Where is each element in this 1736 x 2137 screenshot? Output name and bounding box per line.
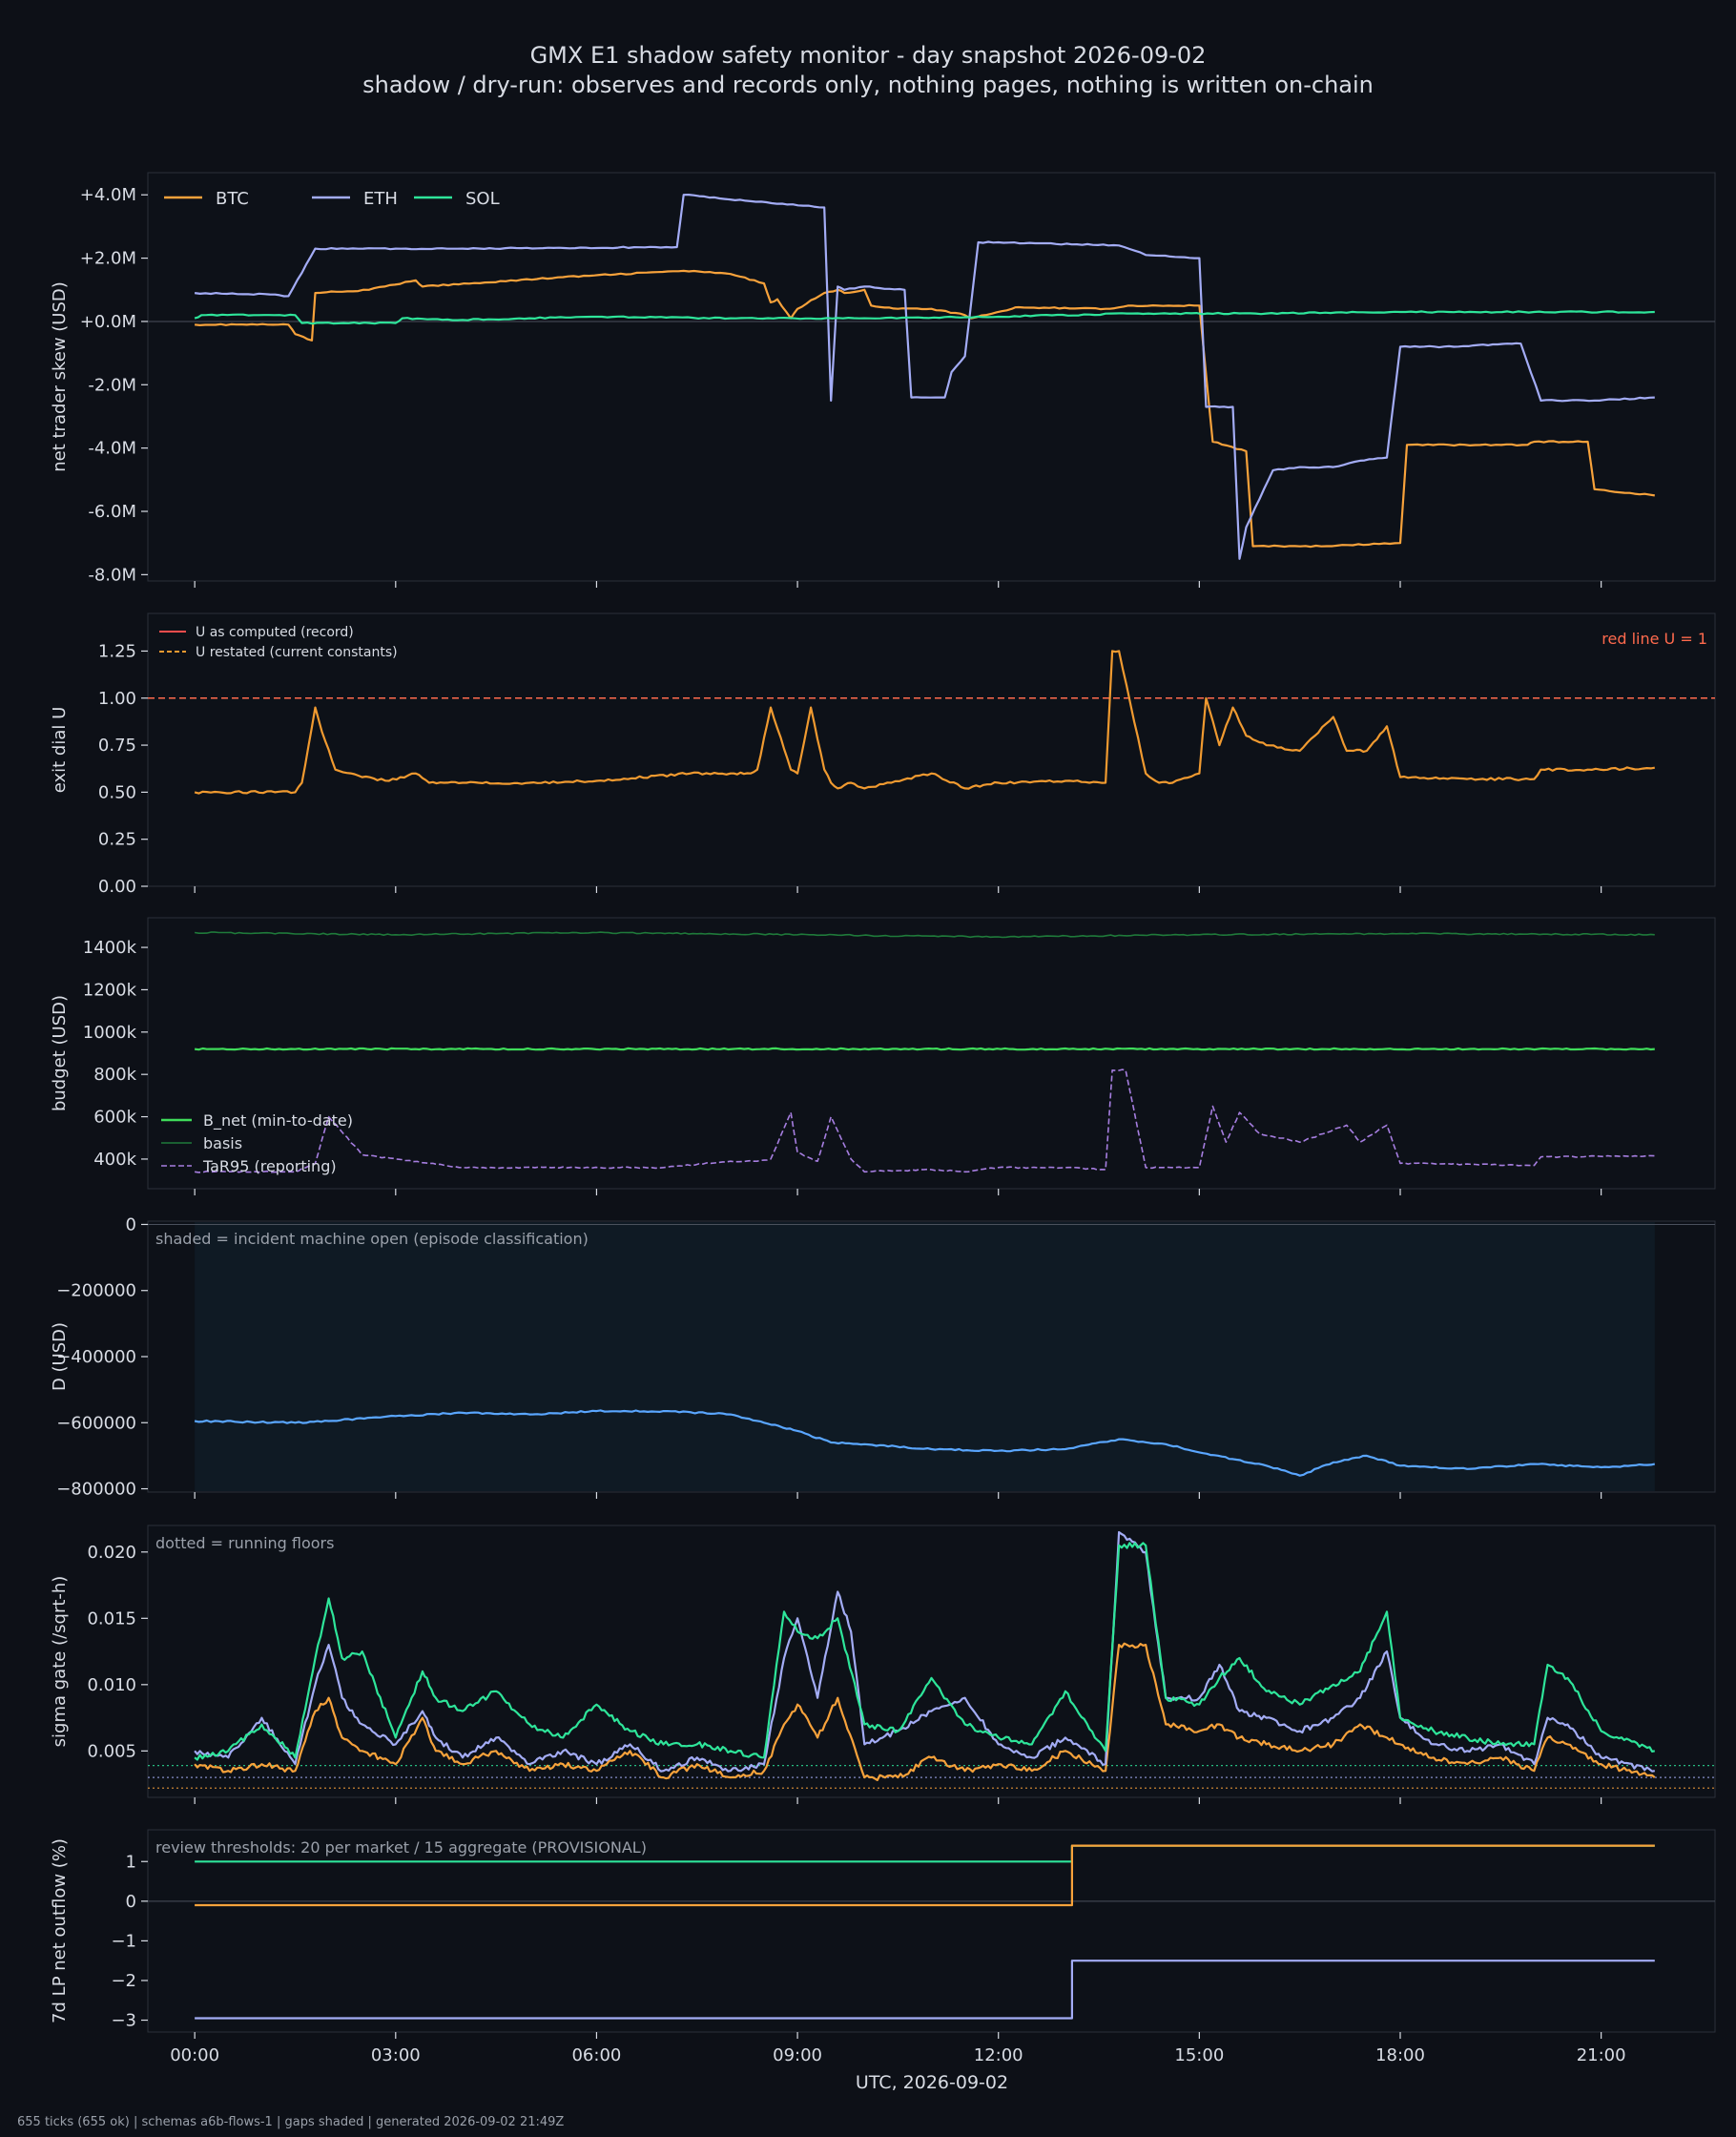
y-tick-label: 1.25 [98,641,136,661]
figure-subtitle: shadow / dry-run: observes and records o… [362,72,1374,98]
y-tick-label: -8.0M [88,565,136,585]
x-tick-label: 18:00 [1375,2045,1425,2065]
y-tick-label: 1200k [83,980,137,1000]
panel-skew: +4.0M +2.0M +0.0M -2.0M -4.0M -6.0M -8.0M net t… [50,172,1716,588]
panel-note: review thresholds: 20 per market / 15 ag… [155,1838,647,1857]
y-axis-label: 7d LP net outflow (%) [50,1838,70,2023]
x-tick-label: 00:00 [170,2045,219,2065]
x-tick-label: 06:00 [571,2045,621,2065]
y-tick-label: −2 [111,1971,136,1991]
legend-label-sol: SOL [465,189,500,209]
y-tick-label: 1400k [83,938,137,958]
panel-d_usd: 0 −200000 −400000 −600000 −800000 D (USD) shad… [50,1214,1716,1500]
y-tick-label: 0.015 [87,1608,136,1629]
y-axis-label: exit dial U [50,707,70,794]
series-line-btc [194,269,1655,549]
series-line-b_net [194,1047,1655,1051]
plot-area [147,172,1716,582]
series-line-sol [194,310,1655,325]
series-line-basis [194,931,1655,939]
panel-u_dial: 1.25 1.00 0.75 0.50 0.25 0.00 exit dial U red l… [50,612,1716,897]
incident-shade [195,1222,1655,1491]
legend-label-u_restated: U restated (current constants) [196,645,398,660]
series-line-u_restated [194,650,1655,795]
y-tick-label: 0.75 [98,736,136,756]
panel-sigma: 0.020 0.015 0.010 0.005 sigma gate (/sqrt-h)… [50,1525,1716,1804]
y-tick-label: 0 [126,1892,136,1912]
y-axis-label: D (USD) [50,1322,70,1391]
red-line-label: red line U = 1 [1602,630,1707,648]
x-tick-label: 12:00 [974,2045,1023,2065]
y-tick-label: 600k [93,1108,136,1128]
y-tick-label: −600000 [56,1413,136,1433]
legend-label-btc: BTC [216,189,249,209]
panel-budget: 1400k 1200k 1000k 800k 600k 400k budget (USD) B… [50,917,1716,1195]
x-tick-label: 21:00 [1577,2045,1626,2065]
legend-label-u_record: U as computed (record) [196,625,354,640]
panel-note: dotted = running floors [155,1534,334,1552]
series-line-sol [194,1542,1656,1761]
series-line-eth [194,194,1655,560]
y-tick-label: −1 [111,1931,136,1951]
panel-lp_outflow: 1 0 −1 −2 −3 7d LP net outflow (%) review thre… [50,1829,1716,2039]
y-tick-label: 0.25 [98,830,136,850]
x-tick-label: 15:00 [1174,2045,1224,2065]
y-tick-label: +2.0M [80,249,136,269]
footer-status: 655 ticks (655 ok) | schemas a6b-flows-1… [17,2115,564,2129]
y-tick-label: -6.0M [88,502,136,522]
y-tick-label: −800000 [56,1480,136,1500]
series-line-btc [195,1844,1655,1907]
y-tick-label: +0.0M [80,312,136,332]
y-tick-label: 400k [93,1150,136,1170]
x-tick-label: 03:00 [371,2045,421,2065]
plot-area [147,1525,1716,1798]
plot-area [147,917,1716,1190]
y-tick-label: 0 [126,1214,136,1234]
y-tick-label: 0.010 [87,1675,136,1695]
y-tick-label: 0.00 [98,877,136,897]
y-tick-label: −400000 [56,1347,136,1367]
legend-label-basis: basis [203,1134,242,1152]
y-tick-label: -4.0M [88,439,136,459]
y-axis-label: budget (USD) [50,995,70,1111]
y-tick-label: −3 [111,2011,136,2031]
legend-label-tar95: TaR95 (reporting) [202,1157,337,1175]
series-line-d_line [194,1409,1656,1477]
y-tick-label: -2.0M [88,375,136,395]
y-tick-label: 1.00 [98,689,136,709]
y-tick-label: +4.0M [80,185,136,205]
panels: +4.0M +2.0M +0.0M -2.0M -4.0M -6.0M -8.0M net t… [50,172,1716,2065]
y-tick-label: 1 [126,1852,136,1872]
y-tick-label: 1000k [83,1023,137,1043]
y-axis-label: sigma gate (/sqrt-h) [50,1576,70,1748]
panel-note: shaded = incident machine open (episode … [155,1230,589,1248]
series-line-eth [195,1960,1655,2020]
legend-label-b_net: B_net (min-to-date) [203,1111,353,1131]
figure-title: GMX E1 shadow safety monitor - day snaps… [530,42,1207,69]
series-line-btc [194,1642,1656,1781]
plot-area [147,1829,1716,2033]
series-line-eth [194,1530,1656,1773]
x-axis-label: UTC, 2026-09-02 [856,2072,1008,2093]
y-tick-label: 0.020 [87,1543,136,1563]
y-axis-label: net trader skew (USD) [50,281,70,472]
y-tick-label: 800k [93,1065,136,1085]
series-line-tar95 [194,1068,1655,1173]
legend-label-eth: ETH [363,189,398,209]
y-tick-label: −200000 [56,1281,136,1301]
plot-area [147,612,1716,887]
y-tick-label: 0.50 [98,782,136,802]
x-tick-label: 09:00 [773,2045,822,2065]
y-tick-label: 0.005 [87,1741,136,1761]
